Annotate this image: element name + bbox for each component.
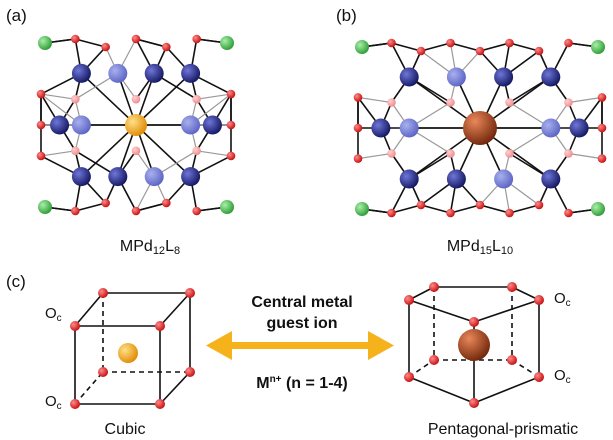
oc-sub: c [56,401,62,412]
central-guest-line2: guest ion [266,315,338,332]
caption-mpd15l10-sub1: 15 [479,245,492,257]
caption-mpd15l10-sub2: 10 [500,245,514,257]
oc-main: O [554,290,566,307]
caption-mpd12l8-sub2: 8 [173,245,181,257]
central-guest-line1: Central metal [251,294,353,311]
oc-main: O [45,393,57,410]
panel-b-label: (b) [336,6,357,25]
cube-oxygen-vertices [70,288,195,409]
caption-mpd12l8-main: MPd [119,238,153,255]
caption-pentagonal-prismatic: Pentagonal-prismatic [427,421,579,438]
central-guest-title: Central metal guest ion [226,292,378,334]
prism-guest-ion [458,329,490,361]
caption-cubic: Cubic [104,421,146,438]
oc-sub: c [565,298,571,309]
exchange-double-arrow [206,331,394,360]
formula-charge: n+ [269,374,282,385]
caption-mpd12l8-sub1: 12 [152,245,166,257]
cube-guest-ion [118,343,138,363]
oc-sub: c [56,313,62,324]
caption-mpd12l8-mid: L [165,238,174,255]
oc-label-prism-top: Oc [554,290,571,309]
caption-mpd12l8: MPd12L8 [95,238,205,257]
oc-main: O [554,367,566,384]
prism-oxygen-vertices [404,282,544,408]
central-guest-formula: Mn+ (n = 1-4) [226,369,378,394]
caption-mpd15l10-main: MPd [446,238,480,255]
formula-metal: M [256,375,270,392]
caption-mpd15l10-mid: L [492,238,501,255]
formula-range: (n = 1-4) [281,375,348,392]
oc-label-cube-top: Oc [45,305,62,324]
oc-label-prism-bottom: Oc [554,367,571,386]
molecule-mpd15l10 [353,38,607,218]
molecule-mpd12l8 [36,34,236,216]
panel-a-label: (a) [6,6,27,25]
caption-mpd15l10: MPd15L10 [420,238,540,257]
oc-sub: c [565,375,571,386]
cubic-polyhedron [74,292,191,405]
oc-main: O [45,305,57,322]
oc-label-cube-bottom: Oc [45,393,62,412]
panel-c-label: (c) [6,272,26,291]
